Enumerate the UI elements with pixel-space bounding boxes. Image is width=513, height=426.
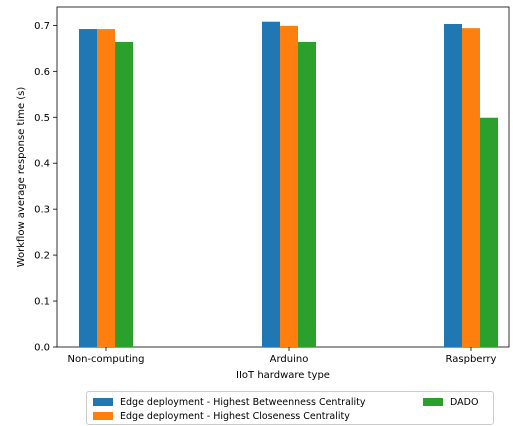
bar-non-computing-series-1 [97,29,115,347]
y-tick-label: 0.3 [34,205,50,216]
y-tick-label: 0.0 [34,343,50,354]
legend-label-betweenness: Edge deployment - Highest Betweenness Ce… [120,397,366,408]
x-tick-label: Non-computing [68,354,145,365]
y-axis-label: Workflow average response time (s) [16,87,27,268]
y-tick-label: 0.5 [34,113,50,124]
legend-swatch-betweenness [93,398,113,406]
bars-group [79,22,498,347]
bar-raspberry-series-0 [444,24,462,347]
y-tick-label: 0.7 [34,21,50,32]
y-tick-label: 0.1 [34,297,50,308]
legend-item-closeness: Edge deployment - Highest Closeness Cent… [93,410,350,422]
legend-item-betweenness: Edge deployment - Highest Betweenness Ce… [93,396,366,408]
bar-non-computing-series-0 [79,29,97,347]
y-tick-label: 0.6 [34,67,50,78]
x-axis: Non-computing Arduino Raspberry [68,347,497,365]
bar-chart: 0.0 0.1 0.2 0.3 0.4 0.5 0.6 0.7 Non-computing Ar… [0,0,513,385]
legend-swatch-dado [423,398,443,406]
legend-label-closeness: Edge deployment - Highest Closeness Cent… [120,411,350,422]
bar-raspberry-series-1 [462,28,480,347]
legend-swatch-closeness [93,412,113,420]
legend-label-dado: DADO [450,397,478,408]
x-tick-label: Arduino [270,354,309,365]
y-tick-label: 0.2 [34,251,50,262]
bar-arduino-series-0 [262,22,280,347]
y-axis: 0.0 0.1 0.2 0.3 0.4 0.5 0.6 0.7 [34,21,57,354]
bar-arduino-series-2 [298,42,316,347]
bar-non-computing-series-2 [115,42,133,347]
legend: Edge deployment - Highest Betweenness Ce… [86,391,494,425]
x-axis-label: IIoT hardware type [236,370,330,381]
y-tick-label: 0.4 [34,159,50,170]
bar-arduino-series-1 [280,26,298,347]
legend-item-dado: DADO [423,396,478,408]
x-tick-label: Raspberry [446,354,497,365]
bar-raspberry-series-2 [480,118,498,347]
